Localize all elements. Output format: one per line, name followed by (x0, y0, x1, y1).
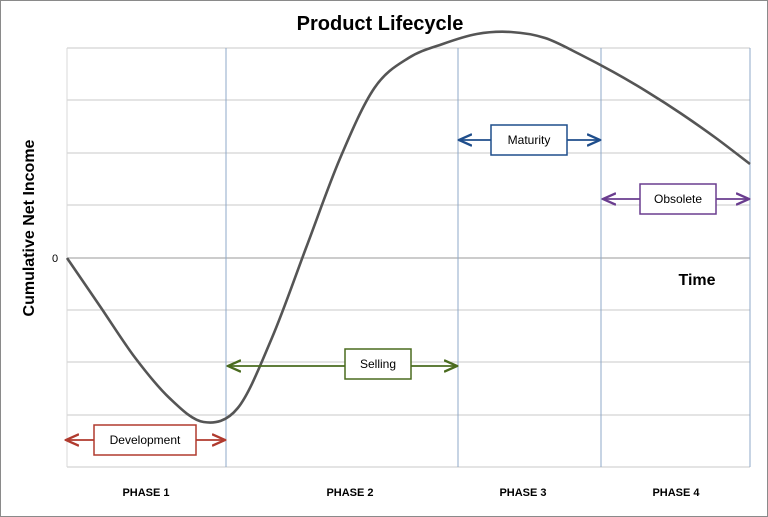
phase-4-label: PHASE 4 (652, 487, 700, 499)
maturity-label: Maturity (508, 133, 551, 147)
development-box (93, 424, 197, 456)
phase-dividers (225, 48, 751, 467)
development-label: Development (110, 433, 181, 447)
horizontal-gridlines (67, 47, 750, 468)
selling-annotation: Selling (228, 348, 457, 380)
chart-title: Product Lifecycle (297, 13, 464, 35)
obsolete-label: Obsolete (654, 192, 702, 206)
maturity-box (490, 124, 568, 156)
selling-box (344, 348, 412, 380)
y-axis-label: Cumulative Net Income (21, 139, 38, 316)
phase-2-label: PHASE 2 (326, 487, 373, 499)
selling-label: Selling (360, 357, 396, 371)
obsolete-annotation: Obsolete (603, 183, 749, 215)
lifecycle-curve-line (65, 30, 751, 424)
phase-3-label: PHASE 3 (499, 487, 546, 499)
maturity-annotation: Maturity (459, 124, 600, 156)
x-axis-label: Time (678, 272, 715, 289)
phase-1-label: PHASE 1 (122, 487, 169, 499)
development-annotation: Development (66, 424, 225, 456)
y-tick-label-zero: 0 (52, 253, 58, 265)
obsolete-box (639, 183, 717, 215)
